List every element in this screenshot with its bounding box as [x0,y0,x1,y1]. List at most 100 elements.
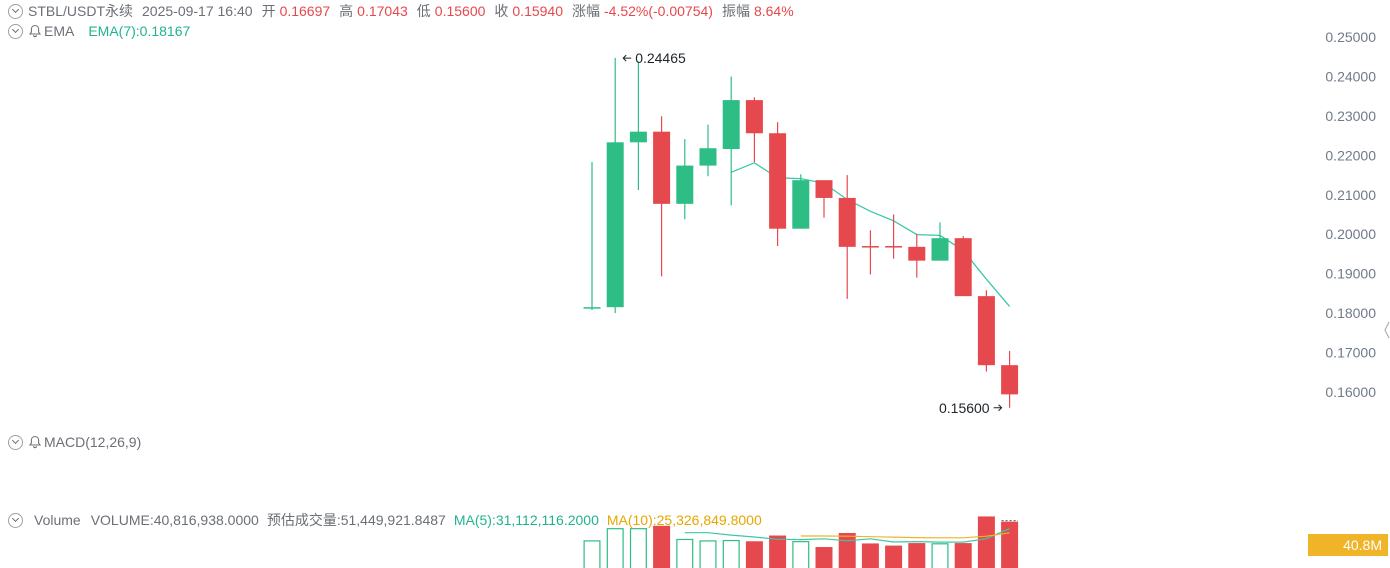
candle-body [699,148,717,166]
ma5-volume-line [684,528,1010,543]
y-tick-label: 0.22000 [1325,147,1376,163]
macd-indicator-row: MACD(12,26,9) [8,434,141,450]
low-arrow [993,404,1003,412]
amplitude-label: 振幅 [721,3,750,19]
candle-body [815,180,833,198]
ema-indicator-name: EMA [44,23,75,39]
candle [676,139,694,220]
candle [792,174,810,229]
candle [815,180,833,218]
candle-body [885,246,903,248]
y-tick-label: 0.25000 [1325,29,1376,45]
estimated-volume: 预估成交量:51,449,921.8487 [266,512,446,528]
candle-body [745,100,763,134]
close-label: 收 [494,3,509,19]
volume-bar [931,543,949,568]
candles-layer [583,57,1019,408]
candle-body [606,142,624,308]
scroll-handle-icon[interactable] [1384,310,1390,350]
volume-bar [815,547,833,568]
volume-bar [769,535,787,568]
ema-collapse-toggle-icon[interactable] [8,23,23,39]
volume-bar [676,538,694,568]
candle-body [722,100,740,150]
candle-body [792,180,810,229]
candle [745,97,763,163]
y-tick-label: 0.19000 [1325,266,1376,282]
volume-bar [653,525,671,568]
volume-bar [908,543,926,568]
candle [1001,350,1019,408]
high-price-label: 0.24465 [635,50,686,66]
volume-bar [954,543,972,568]
candle-body [977,296,995,366]
ma10-volume-value: MA(10):25,326,849.8000 [606,512,762,528]
volume-bar [583,540,601,568]
candle [977,290,995,372]
volume-ma-layer [684,528,1010,543]
symbol-name: STBL/USDT永续 [28,3,134,19]
y-tick-label: 0.24000 [1325,68,1376,84]
volume-bar [977,516,995,568]
candle [908,233,926,278]
candle [954,236,972,297]
low-value: 0.15600 [434,3,486,19]
y-tick-label: 0.21000 [1325,187,1376,203]
candle [583,162,601,310]
candle-body [908,246,926,261]
candle-body [629,131,647,143]
candle-body [838,197,856,247]
candle [606,57,624,314]
y-tick-label: 0.23000 [1325,108,1376,124]
macd-collapse-toggle-icon[interactable] [8,434,23,450]
volume-bar [629,528,647,568]
candle [861,230,879,275]
candle-body [653,131,671,204]
y-tick-label: 0.17000 [1325,345,1376,361]
candle [629,61,647,191]
high-label: 高 [339,3,354,19]
volume-price-badge: 40.8M [1308,534,1388,556]
candle-body [931,238,949,261]
y-tick-label: 0.18000 [1325,305,1376,321]
bell-icon[interactable] [28,435,42,449]
volume-bar [792,541,810,568]
volume-bar [606,528,624,568]
ma10-volume-line [800,532,1010,539]
volume-bar [745,541,763,568]
ema-value: EMA(7):0.18167 [88,23,191,39]
ema-indicator-row: EMA EMA(7):0.18167 [8,23,190,39]
header-row: STBL/USDT永续 2025-09-17 16:40 开 0.16697 高… [8,1,794,21]
low-price-label: 0.15600 [939,400,990,416]
volume-value: VOLUME:40,816,938.0000 [90,512,259,528]
datetime: 2025-09-17 16:40 [142,3,253,19]
change-value: -4.52%(-0.00754) [604,3,713,19]
bell-icon[interactable] [28,24,42,38]
amplitude-value: 8.64% [753,3,794,19]
collapse-toggle-icon[interactable] [8,3,23,19]
candle-body [583,307,601,309]
volume-indicator-name: Volume [34,512,81,528]
high-value: 0.17043 [357,3,408,19]
volume-bar [722,539,740,568]
volume-collapse-toggle-icon[interactable] [8,512,23,528]
candle [885,214,903,259]
volume-bar [861,543,879,568]
y-tick-label: 0.20000 [1325,226,1376,242]
low-label: 低 [416,3,431,19]
price-axis: 0.25000 0.24000 0.23000 0.22000 0.21000 0.200… [1325,29,1376,400]
volume-bar [1001,521,1019,568]
change-label: 涨幅 [572,3,600,19]
candle [722,76,740,206]
candle [699,124,717,177]
y-tick-label: 0.16000 [1325,384,1376,400]
open-label: 开 [261,3,276,19]
candle [931,222,949,261]
candle-body [769,133,787,229]
candle [653,116,671,277]
candle-body [861,246,879,248]
candle-body [676,165,694,204]
candle [838,175,856,299]
candle-body [954,238,972,297]
